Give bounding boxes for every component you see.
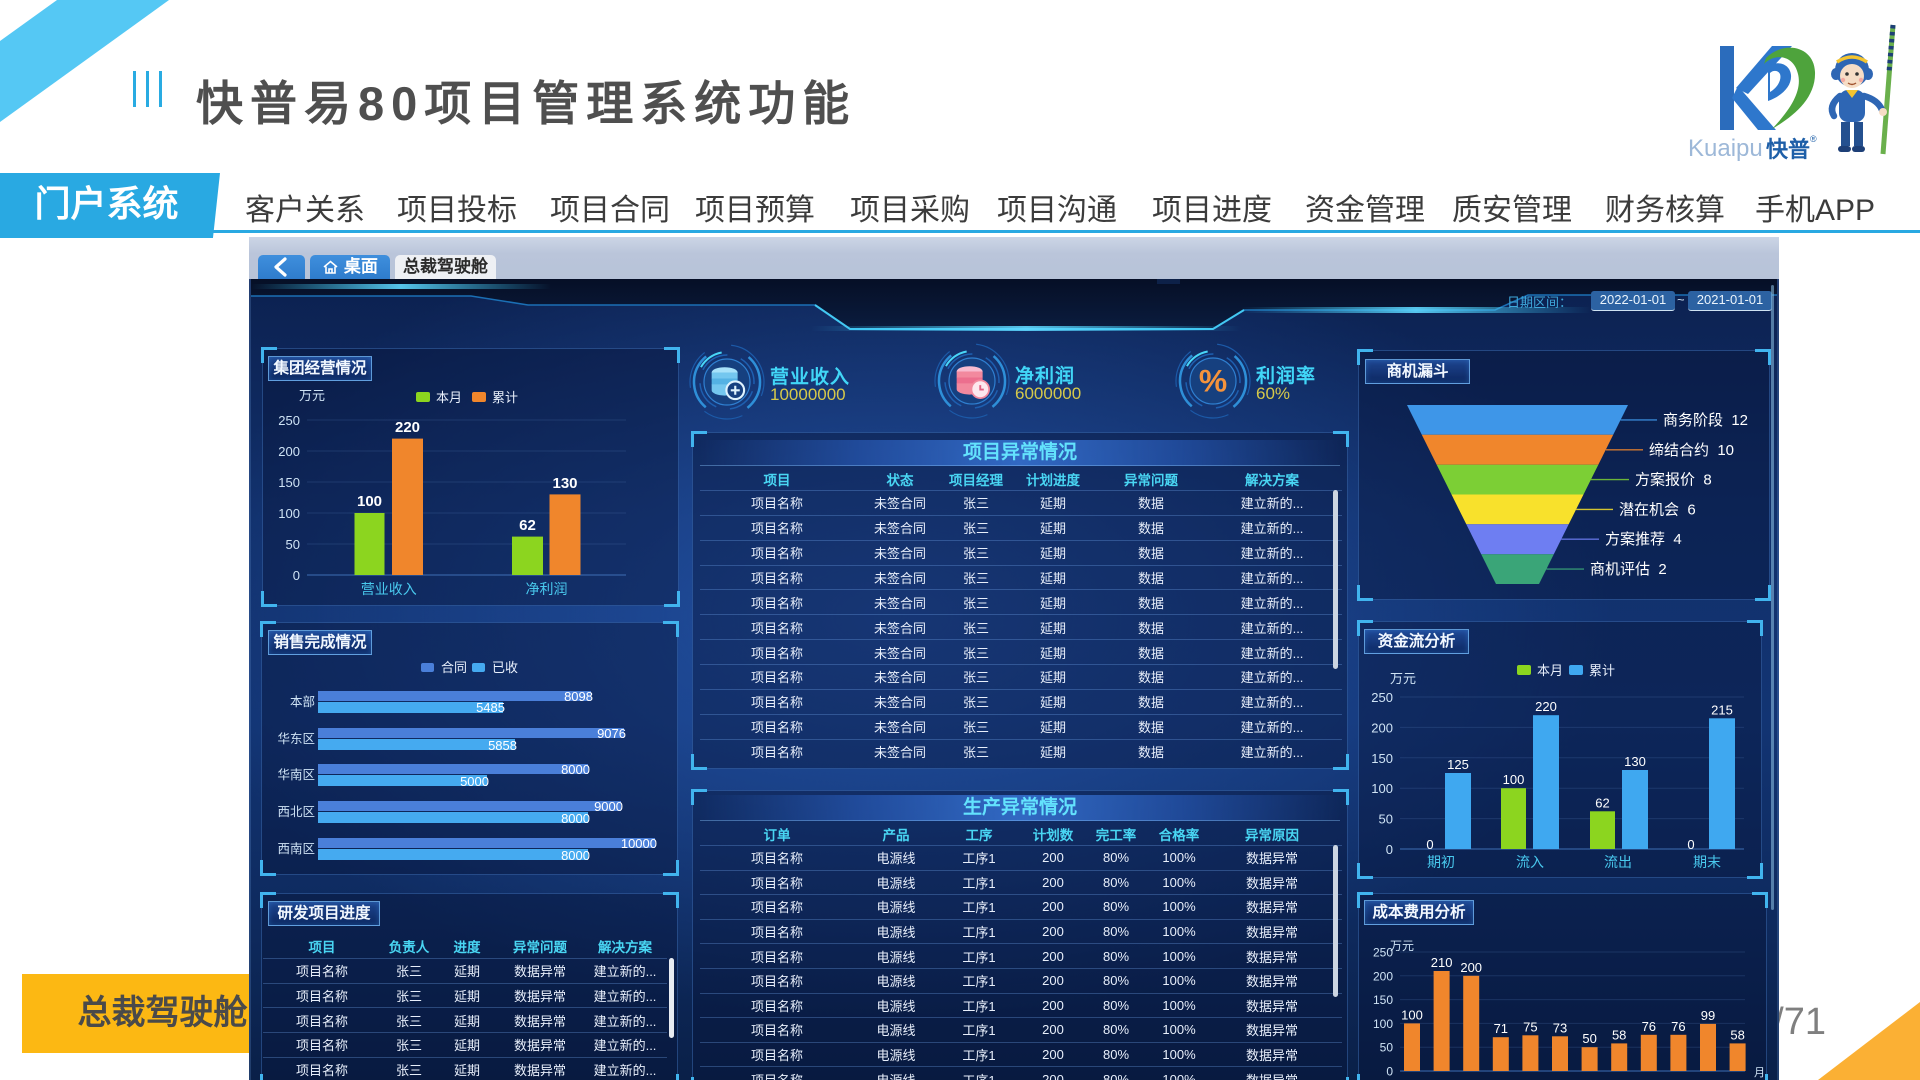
svg-text:已收: 已收 xyxy=(492,660,518,675)
svg-text:本部: 本部 xyxy=(290,694,315,709)
svg-text:220: 220 xyxy=(395,419,420,436)
svg-text:0: 0 xyxy=(293,568,300,583)
svg-text:8000: 8000 xyxy=(561,811,590,826)
svg-text:商务阶段 12: 商务阶段 12 xyxy=(1663,412,1748,429)
svg-text:8098: 8098 xyxy=(564,689,593,704)
svg-text:本月: 本月 xyxy=(436,390,462,405)
svg-text:商机评估 2: 商机评估 2 xyxy=(1590,561,1667,578)
svg-text:50: 50 xyxy=(1380,1041,1394,1055)
svg-text:100: 100 xyxy=(278,506,300,521)
svg-text:215: 215 xyxy=(1711,702,1733,717)
svg-text:万元: 万元 xyxy=(1390,671,1416,686)
svg-text:210: 210 xyxy=(1431,955,1453,970)
svg-text:®: ® xyxy=(1810,134,1817,144)
svg-text:月: 月 xyxy=(1754,1067,1765,1079)
svg-text:华南区: 华南区 xyxy=(277,767,315,782)
svg-text:100: 100 xyxy=(357,493,382,510)
svg-text:50: 50 xyxy=(1379,812,1393,827)
svg-text:合同: 合同 xyxy=(441,660,467,675)
svg-text:220: 220 xyxy=(1535,699,1557,714)
svg-text:200: 200 xyxy=(1460,960,1482,975)
svg-text:62: 62 xyxy=(1595,795,1609,810)
svg-text:营业收入: 营业收入 xyxy=(361,581,417,597)
svg-text:9000: 9000 xyxy=(594,799,623,814)
svg-text:5000: 5000 xyxy=(460,774,489,789)
svg-text:200: 200 xyxy=(1371,720,1393,735)
svg-text:%: % xyxy=(1199,363,1227,399)
svg-text:200: 200 xyxy=(278,444,300,459)
svg-text:方案推荐 4: 方案推荐 4 xyxy=(1605,530,1682,548)
svg-text:5858: 5858 xyxy=(488,738,517,753)
svg-text:62: 62 xyxy=(519,517,536,534)
svg-text:万元: 万元 xyxy=(1390,939,1414,953)
svg-text:100: 100 xyxy=(1371,781,1393,796)
svg-text:流入: 流入 xyxy=(1516,854,1544,870)
svg-text:期初: 期初 xyxy=(1427,854,1455,870)
svg-text:76: 76 xyxy=(1642,1019,1656,1034)
svg-text:西南区: 西南区 xyxy=(277,841,315,856)
svg-text:华东区: 华东区 xyxy=(277,731,315,746)
svg-text:71: 71 xyxy=(1494,1021,1508,1036)
svg-text:250: 250 xyxy=(1371,690,1393,705)
svg-text:100: 100 xyxy=(1401,1007,1423,1022)
svg-text:58: 58 xyxy=(1612,1027,1626,1042)
svg-text:潜在机会 6: 潜在机会 6 xyxy=(1619,501,1696,518)
svg-text:方案报价 8: 方案报价 8 xyxy=(1635,471,1712,489)
svg-text:76: 76 xyxy=(1671,1019,1685,1034)
svg-text:150: 150 xyxy=(278,475,300,490)
svg-text:缔结合约 10: 缔结合约 10 xyxy=(1649,442,1734,459)
svg-text:100: 100 xyxy=(1503,772,1525,787)
svg-text:0: 0 xyxy=(1687,837,1694,852)
svg-text:150: 150 xyxy=(1371,751,1393,766)
svg-text:130: 130 xyxy=(1624,754,1646,769)
svg-text:125: 125 xyxy=(1447,757,1469,772)
svg-text:9076: 9076 xyxy=(597,726,626,741)
svg-text:5485: 5485 xyxy=(476,700,505,715)
svg-text:200: 200 xyxy=(1373,969,1393,983)
svg-text:8000: 8000 xyxy=(561,762,590,777)
svg-text:净利润: 净利润 xyxy=(526,581,568,597)
svg-text:150: 150 xyxy=(1373,993,1393,1007)
svg-text:73: 73 xyxy=(1553,1020,1567,1035)
svg-text:58: 58 xyxy=(1730,1027,1744,1042)
svg-text:期末: 期末 xyxy=(1693,854,1721,870)
svg-text:0: 0 xyxy=(1386,1065,1393,1079)
svg-text:流出: 流出 xyxy=(1604,854,1632,870)
svg-text:0: 0 xyxy=(1426,837,1433,852)
svg-text:10000: 10000 xyxy=(621,836,657,851)
svg-text:99: 99 xyxy=(1701,1008,1715,1023)
svg-text:累计: 累计 xyxy=(1589,663,1615,678)
svg-text:130: 130 xyxy=(552,475,577,492)
svg-text:50: 50 xyxy=(286,537,300,552)
svg-text:本月: 本月 xyxy=(1537,663,1563,678)
svg-text:100: 100 xyxy=(1373,1017,1393,1031)
svg-text:8000: 8000 xyxy=(561,848,590,863)
svg-text:50: 50 xyxy=(1582,1031,1596,1046)
svg-text:西北区: 西北区 xyxy=(277,805,315,819)
svg-text:250: 250 xyxy=(1373,946,1393,960)
svg-text:快普: 快普 xyxy=(1766,137,1810,162)
svg-text:累计: 累计 xyxy=(492,390,518,405)
svg-text:250: 250 xyxy=(278,413,300,428)
svg-text:Kuaipu: Kuaipu xyxy=(1688,135,1763,162)
svg-text:75: 75 xyxy=(1523,1019,1537,1034)
svg-text:万元: 万元 xyxy=(299,388,325,403)
svg-text:0: 0 xyxy=(1386,842,1393,857)
